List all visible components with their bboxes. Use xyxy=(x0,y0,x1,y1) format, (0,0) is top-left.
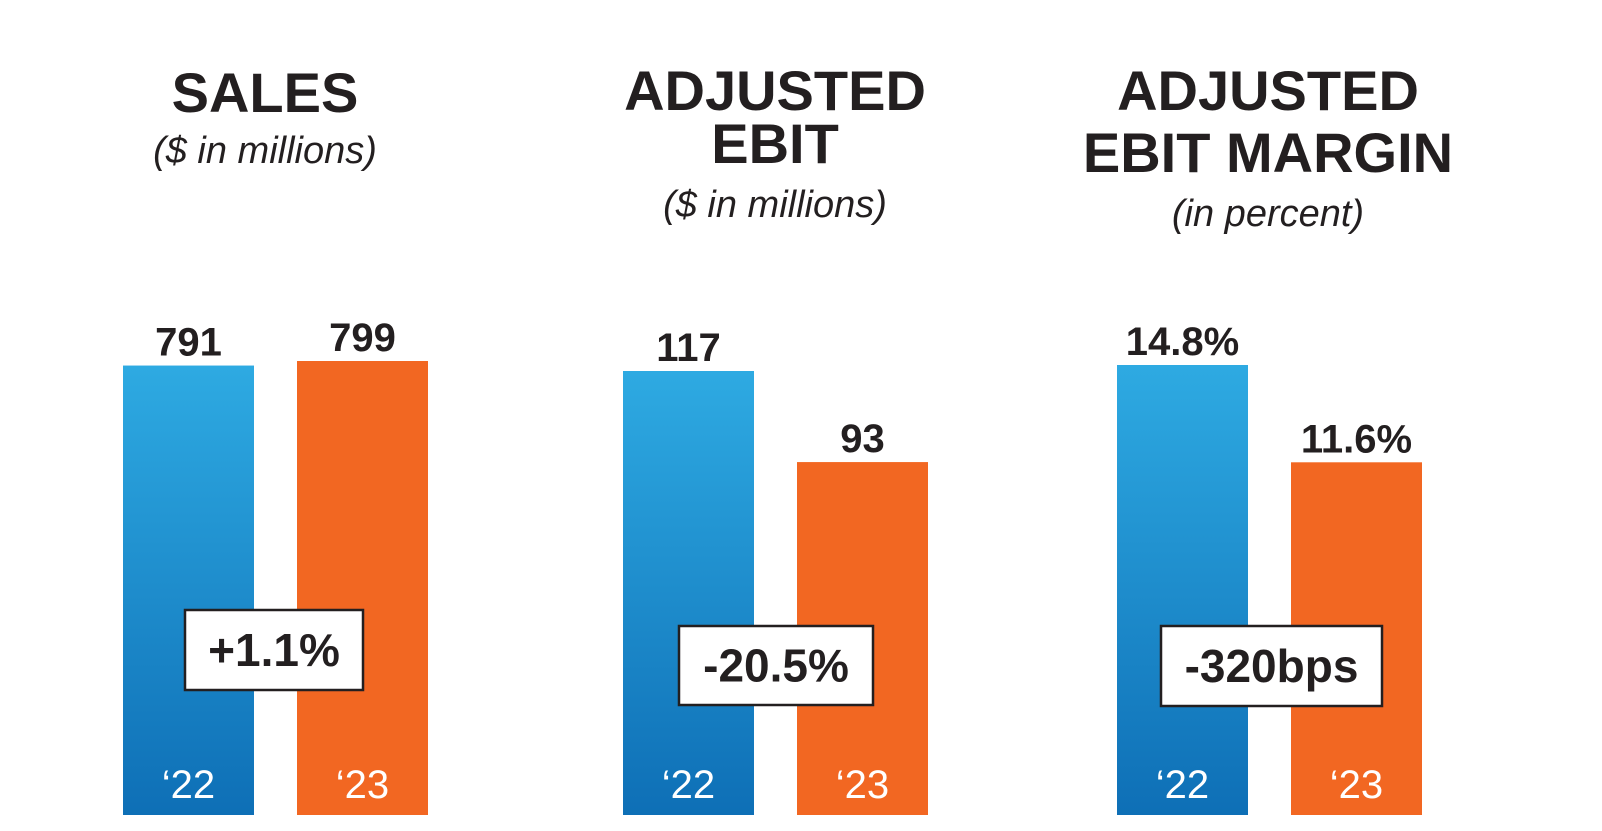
bar-2022 xyxy=(123,365,254,815)
change-badge xyxy=(183,608,365,692)
category-label: ‘23 xyxy=(1330,763,1383,807)
data-label: 799 xyxy=(329,316,396,360)
data-label: 117 xyxy=(656,326,721,370)
change-badge-text: -320bps xyxy=(1185,640,1359,692)
chart-title: ADJUSTED xyxy=(624,59,926,122)
change-badge-text: -20.5% xyxy=(703,640,849,692)
data-label: 791 xyxy=(155,321,222,365)
chart-subtitle: ($ in millions) xyxy=(153,130,377,172)
bar-2023 xyxy=(297,361,428,815)
chart-title: EBIT MARGIN xyxy=(1083,121,1453,184)
chart-title: SALES xyxy=(172,61,359,124)
data-label: 14.8% xyxy=(1126,320,1239,364)
chart-title: EBIT xyxy=(711,112,839,175)
bar-2022 xyxy=(1117,365,1248,815)
category-label: ‘22 xyxy=(1156,763,1209,807)
category-label: ‘22 xyxy=(662,763,715,807)
chart-title: ADJUSTED xyxy=(1117,59,1419,122)
data-label: 11.6% xyxy=(1301,417,1412,461)
bar-2022 xyxy=(623,371,754,815)
category-label: ‘22 xyxy=(162,763,215,807)
change-badge xyxy=(1159,624,1384,708)
category-label: ‘23 xyxy=(836,763,889,807)
chart-panel-1: SALES ($ in millions) 791 ‘22 799 ‘23 +1.1% xyxy=(123,61,428,815)
category-label: ‘23 xyxy=(336,763,389,807)
chart-subtitle: (in percent) xyxy=(1172,193,1364,235)
change-badge-text: +1.1% xyxy=(208,624,340,676)
data-label: 93 xyxy=(840,417,885,461)
chart-subtitle: ($ in millions) xyxy=(663,184,887,226)
change-badge xyxy=(677,624,875,707)
